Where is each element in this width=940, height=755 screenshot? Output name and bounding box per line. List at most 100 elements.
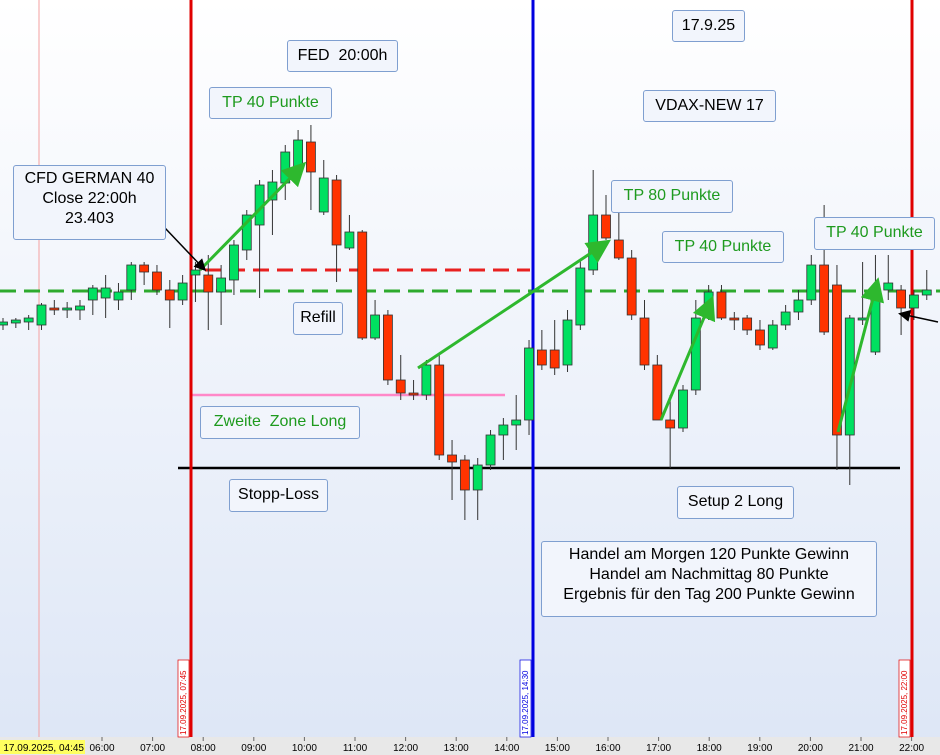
candle-body	[36, 304, 47, 326]
candle-body	[447, 454, 457, 463]
candle-body	[152, 271, 162, 291]
candle-body	[755, 329, 765, 346]
candle-body	[857, 317, 868, 321]
candle-body	[524, 347, 534, 421]
candle-body	[139, 264, 150, 273]
candle-body	[665, 419, 676, 429]
candle-body	[0, 321, 8, 326]
annotation-line: 17.9.25	[681, 17, 736, 34]
x-tick-label: 15:00	[545, 743, 570, 754]
start-label: i. 17.09.2025, 04:45	[0, 743, 84, 754]
candle-body	[819, 264, 830, 333]
x-axis-bar	[0, 737, 940, 755]
annotation: TP 40 Punkte	[209, 87, 332, 119]
candle-body	[344, 231, 355, 249]
candle-body	[293, 139, 303, 169]
candle-body	[216, 277, 227, 293]
annotation-line: Ergebnis für den Tag 200 Punkte Gewinn	[563, 586, 855, 603]
candle-body	[793, 299, 804, 313]
annotation-line: Setup 2 Long	[687, 493, 784, 510]
x-tick-label: 20:00	[798, 743, 823, 754]
candle-body	[190, 269, 201, 276]
annotation: TP 40 Punkte	[814, 217, 935, 250]
session-label-box	[898, 659, 911, 738]
session-label-box	[177, 659, 190, 738]
candle-body	[896, 289, 906, 309]
candle-body	[177, 282, 188, 301]
session-label-box	[519, 659, 532, 738]
annotation: VDAX-NEW 17	[643, 90, 776, 122]
annotation-line: CFD GERMAN 40	[24, 170, 155, 187]
candle-body	[306, 141, 316, 173]
x-tick-label: 11:00	[343, 743, 368, 754]
candle-body	[472, 464, 483, 491]
candle-body	[780, 311, 791, 326]
candle-body	[459, 459, 470, 491]
x-tick-label: 16:00	[595, 743, 620, 754]
candle-body	[318, 177, 329, 213]
x-tick-label: 12:00	[393, 743, 418, 754]
x-tick-label: 22:00	[899, 743, 924, 754]
candle-body	[10, 319, 21, 324]
x-tick-label: 08:00	[191, 743, 216, 754]
annotation: TP 80 Punkte	[611, 180, 733, 213]
candle-body	[588, 214, 599, 271]
candle-body	[678, 389, 688, 429]
candle-body	[331, 179, 342, 246]
session-label: 17.09.2025, 22:00	[900, 670, 909, 735]
arrows	[164, 161, 939, 433]
candle-body	[395, 379, 406, 394]
annotation-line: Refill	[300, 309, 336, 326]
annotation: FED 20:00h	[287, 40, 398, 72]
candle-body	[921, 289, 932, 296]
annotation-line: TP 40 Punkte	[674, 238, 772, 255]
x-tick-label: 21:00	[848, 743, 873, 754]
candle-body	[652, 364, 663, 421]
candle-body	[203, 274, 214, 293]
annotation: Setup 2 Long	[677, 486, 794, 519]
candle-body	[408, 392, 419, 396]
candle-body	[716, 291, 727, 319]
candle-body	[536, 349, 547, 366]
candle-body	[485, 434, 496, 466]
annotation-line: Handel am Morgen 120 Punkte Gewinn	[568, 546, 850, 563]
x-tick-label: 19:00	[747, 743, 772, 754]
candle-body	[601, 214, 611, 239]
x-tick-label: 09:00	[241, 743, 266, 754]
candle-body	[241, 214, 252, 251]
candle-body	[767, 324, 778, 349]
candle-body	[575, 267, 586, 326]
candle-body	[421, 364, 432, 396]
candle-body	[23, 317, 34, 323]
candle-body	[613, 239, 624, 259]
annotation-line: TP 80 Punkte	[623, 187, 721, 204]
candle-body	[164, 289, 175, 301]
annotation: Refill	[293, 302, 343, 335]
candle-body	[511, 419, 522, 426]
candle-body	[126, 264, 137, 291]
candle-body	[549, 349, 560, 369]
candle-body	[832, 284, 842, 436]
start-label-bg	[0, 740, 85, 754]
candle-body	[806, 264, 817, 301]
x-tick-label: 07:00	[140, 743, 165, 754]
candle-body	[626, 257, 637, 316]
annotation: 17.9.25	[672, 10, 745, 42]
annotation-line: 23.403	[65, 210, 114, 227]
annotation-line: Close 22:00h	[42, 190, 137, 207]
candle-body	[100, 287, 111, 299]
x-tick-label: 17:00	[646, 743, 671, 754]
candle-body	[87, 287, 98, 301]
candle-body	[434, 364, 445, 456]
annotation: Handel am Morgen 120 Punkte Gewinn Handel…	[541, 541, 877, 617]
annotation-line: Handel am Nachmittag 80 Punkte	[589, 566, 829, 583]
candle-body	[844, 317, 855, 436]
annotation-line: Stopp-Loss	[238, 486, 319, 503]
session-label: 17.09.2025, 14:30	[521, 670, 530, 735]
annotation-line: TP 40 Punkte	[222, 94, 319, 111]
candle-body	[639, 317, 650, 366]
annotation-line: Zweite Zone Long	[213, 413, 347, 430]
x-tick-label: 14:00	[494, 743, 519, 754]
